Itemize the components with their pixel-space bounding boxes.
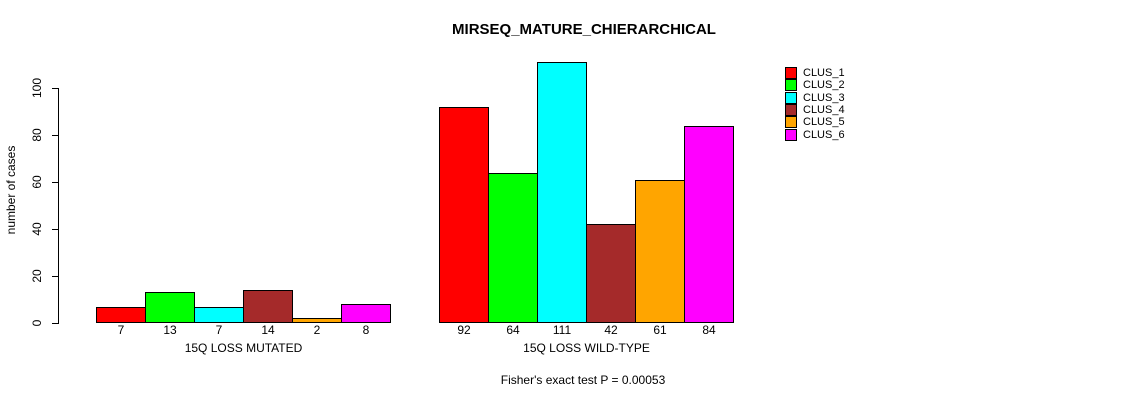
legend-label-clus_1: CLUS_1 bbox=[803, 67, 845, 79]
group-label: 15Q LOSS MUTATED bbox=[184, 341, 303, 355]
bar-clus_1-group1 bbox=[96, 307, 146, 323]
legend-label-clus_5: CLUS_5 bbox=[803, 116, 845, 128]
bar-value-label: 13 bbox=[163, 323, 177, 337]
bar-clus_5-group2 bbox=[635, 180, 685, 323]
y-axis-tick-label: 0 bbox=[30, 319, 44, 327]
y-axis-line bbox=[58, 88, 59, 324]
y-axis-tick bbox=[52, 182, 59, 183]
group-label: 15Q LOSS WILD-TYPE bbox=[523, 341, 650, 355]
bar-clus_6-group1 bbox=[341, 304, 391, 323]
legend-swatch-clus_2 bbox=[785, 79, 797, 91]
bar-value-label: 7 bbox=[215, 323, 223, 337]
y-axis-tick bbox=[52, 276, 59, 277]
legend-label-clus_2: CLUS_2 bbox=[803, 79, 845, 91]
legend-label-clus_6: CLUS_6 bbox=[803, 129, 845, 141]
y-axis-tick bbox=[52, 135, 59, 136]
y-axis-tick bbox=[52, 88, 59, 89]
legend-swatch-clus_1 bbox=[785, 67, 797, 79]
footnote-text: Fisher's exact test P = 0.00053 bbox=[500, 373, 666, 387]
bar-value-label: 111 bbox=[552, 323, 572, 337]
bar-value-label: 14 bbox=[261, 323, 275, 337]
bar-value-label: 8 bbox=[362, 323, 370, 337]
legend-swatch-clus_3 bbox=[785, 92, 797, 104]
bar-value-label: 61 bbox=[653, 323, 667, 337]
bar-clus_3-group1 bbox=[194, 307, 244, 323]
bar-value-label: 64 bbox=[506, 323, 520, 337]
chart-title: MIRSEQ_MATURE_CHIERARCHICAL bbox=[452, 21, 716, 38]
bar-clus_4-group2 bbox=[586, 224, 636, 323]
legend-label-clus_3: CLUS_3 bbox=[803, 92, 845, 104]
bar-clus_1-group2 bbox=[439, 107, 489, 323]
y-axis-tick-label: 20 bbox=[30, 269, 44, 283]
y-axis-tick-label: 60 bbox=[30, 175, 44, 189]
y-axis-tick-label: 40 bbox=[30, 222, 44, 236]
y-axis-tick bbox=[52, 323, 59, 324]
bar-clus_6-group2 bbox=[684, 126, 734, 323]
y-axis-label: number of cases bbox=[4, 145, 18, 235]
y-axis-tick bbox=[52, 229, 59, 230]
bar-value-label: 7 bbox=[117, 323, 125, 337]
bar-value-label: 42 bbox=[604, 323, 618, 337]
legend-swatch-clus_4 bbox=[785, 104, 797, 116]
y-axis-tick-label: 100 bbox=[30, 77, 44, 99]
bar-value-label: 2 bbox=[313, 323, 321, 337]
y-axis-tick-label: 80 bbox=[30, 128, 44, 142]
bar-clus_2-group1 bbox=[145, 292, 195, 323]
bar-clus_4-group1 bbox=[243, 290, 293, 323]
bar-clus_3-group2 bbox=[537, 62, 587, 323]
bar-clus_2-group2 bbox=[488, 173, 538, 323]
legend-swatch-clus_5 bbox=[785, 116, 797, 128]
legend-swatch-clus_6 bbox=[785, 129, 797, 141]
legend-label-clus_4: CLUS_4 bbox=[803, 104, 845, 116]
bar-value-label: 92 bbox=[457, 323, 471, 337]
bar-value-label: 84 bbox=[702, 323, 716, 337]
